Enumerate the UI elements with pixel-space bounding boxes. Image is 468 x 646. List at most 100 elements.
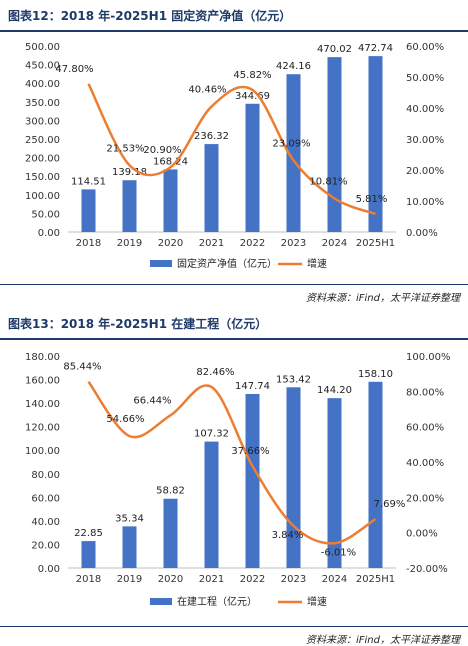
- bar: [368, 56, 383, 233]
- bar-value-label: 139.18: [112, 167, 147, 178]
- right-axis-tick-label: 20.00%: [406, 493, 444, 504]
- right-axis-tick-label: 60.00%: [406, 42, 444, 53]
- right-axis-tick-label: -20.00%: [406, 564, 448, 575]
- line-value-label: 10.81%: [309, 176, 347, 187]
- bar-value-label: 236.32: [194, 131, 229, 142]
- category-label: 2024: [322, 238, 347, 249]
- category-label: 2020: [158, 238, 183, 249]
- line-value-label: 37.66%: [231, 446, 269, 457]
- right-axis-tick-label: 0.00%: [406, 228, 438, 239]
- bar-value-label: 168.24: [153, 156, 188, 167]
- left-axis-tick-label: 20.00: [31, 540, 60, 551]
- category-label: 2025H1: [356, 238, 395, 249]
- left-axis-tick-label: 100.00: [25, 191, 60, 202]
- category-label: 2018: [76, 238, 101, 249]
- line-value-label: 23.09%: [272, 138, 310, 149]
- line-value-label: 54.66%: [106, 414, 144, 425]
- right-axis-tick-label: 40.00%: [406, 458, 444, 469]
- left-axis-tick-label: 120.00: [25, 423, 60, 434]
- chart-panel-construction: 图表13：2018 年-2025H1 在建工程（亿元） 0.00 20.00 40.…: [0, 310, 468, 646]
- bar-value-label: 35.34: [115, 513, 144, 524]
- growth-line: [87, 380, 377, 545]
- bar: [368, 381, 383, 568]
- left-axis-tick-label: 180.00: [25, 352, 60, 363]
- title-rule: [0, 338, 468, 340]
- title-rule: [0, 30, 468, 32]
- left-axis-tick-label: 250.00: [25, 135, 60, 146]
- bar-value-label: 424.16: [276, 61, 311, 72]
- category-label: 2019: [117, 238, 142, 249]
- bar-value-label: 58.82: [156, 486, 185, 497]
- right-axis-tick-label: 20.00%: [406, 166, 444, 177]
- left-axis-tick-label: 80.00: [31, 470, 60, 481]
- category-label: 2018: [76, 574, 101, 585]
- category-label: 2021: [199, 238, 224, 249]
- line-value-label: 45.82%: [233, 70, 271, 81]
- bar-value-label: 470.02: [317, 44, 352, 55]
- legend-bar-swatch: [150, 260, 172, 267]
- fixed-assets-chart: 0.00 50.00 100.00 150.00 200.00 250.00 300.00 3…: [25, 42, 444, 270]
- left-axis-tick-label: 500.00: [25, 42, 60, 53]
- bar: [245, 103, 260, 232]
- left-axis-tick-label: 100.00: [25, 446, 60, 457]
- left-axis-tick-label: 0.00: [38, 564, 60, 575]
- right-axis-tick-label: 60.00%: [406, 423, 444, 434]
- right-axis-tick-label: 0.00%: [406, 529, 438, 540]
- left-axis-tick-label: 300.00: [25, 116, 60, 127]
- bar: [122, 180, 137, 232]
- bar-value-label: 22.85: [74, 528, 103, 539]
- bar-value-label: 153.42: [276, 374, 311, 385]
- bar: [163, 169, 178, 232]
- category-label: 2020: [158, 574, 183, 585]
- bar-value-label: 107.32: [194, 429, 229, 440]
- construction-chart: 0.00 20.00 40.00 60.00 80.00 100.00 120.00 140.…: [25, 352, 451, 608]
- source-rule: [0, 626, 468, 627]
- category-label: 2024: [322, 574, 347, 585]
- line-value-label: 5.81%: [356, 194, 388, 205]
- bar: [204, 441, 219, 568]
- category-label: 2023: [281, 574, 306, 585]
- bar: [245, 393, 260, 568]
- left-axis-tick-label: 40.00: [31, 517, 60, 528]
- growth-line: [87, 83, 376, 216]
- legend-bar-swatch: [150, 598, 172, 605]
- category-label: 2023: [281, 238, 306, 249]
- bar: [81, 541, 96, 568]
- line-value-label: 7.69%: [374, 499, 406, 510]
- bar-value-label: 147.74: [235, 381, 270, 392]
- legend-bar-label: 在建工程（亿元）: [177, 595, 257, 608]
- left-axis-tick-label: 50.00: [31, 209, 60, 220]
- bar: [327, 398, 342, 568]
- bar: [122, 526, 137, 568]
- line-value-label: 82.46%: [196, 367, 234, 378]
- bar-value-label: 472.74: [358, 43, 393, 54]
- line-value-label: 66.44%: [133, 395, 171, 406]
- left-axis-tick-label: 150.00: [25, 172, 60, 183]
- category-label: 2025H1: [356, 574, 395, 585]
- line-value-label: 85.44%: [63, 362, 101, 373]
- bar: [163, 498, 178, 568]
- right-axis-tick-label: 30.00%: [406, 135, 444, 146]
- left-axis-tick-label: 450.00: [25, 61, 60, 72]
- category-label: 2021: [199, 574, 224, 585]
- bar-value-label: 144.20: [317, 385, 352, 396]
- right-axis-tick-label: 50.00%: [406, 73, 444, 84]
- right-axis-tick-label: 40.00%: [406, 104, 444, 115]
- line-value-label: 21.53%: [106, 143, 144, 154]
- left-axis-tick-label: 0.00: [38, 228, 60, 239]
- chart-title: 图表13：2018 年-2025H1 在建工程（亿元）: [8, 317, 268, 331]
- legend-line-label: 增速: [307, 257, 327, 270]
- left-axis-tick-label: 200.00: [25, 154, 60, 165]
- left-axis-tick-label: 140.00: [25, 399, 60, 410]
- category-label: 2022: [240, 238, 265, 249]
- chart-panel-fixed-assets: 图表12：2018 年-2025H1 固定资产净值（亿元） 0.00 50.00 1…: [0, 0, 468, 310]
- source-note: 资料来源：iFind，太平洋证券整理: [306, 293, 460, 304]
- bar-value-label: 114.51: [71, 176, 106, 187]
- right-axis-tick-label: 10.00%: [406, 197, 444, 208]
- line-value-label: 40.46%: [188, 85, 226, 96]
- source-rule: [0, 284, 468, 285]
- bar: [81, 189, 96, 232]
- line-value-label: 20.90%: [143, 145, 181, 156]
- left-axis-tick-label: 60.00: [31, 493, 60, 504]
- legend-bar-label: 固定资产净值（亿元）: [177, 257, 277, 270]
